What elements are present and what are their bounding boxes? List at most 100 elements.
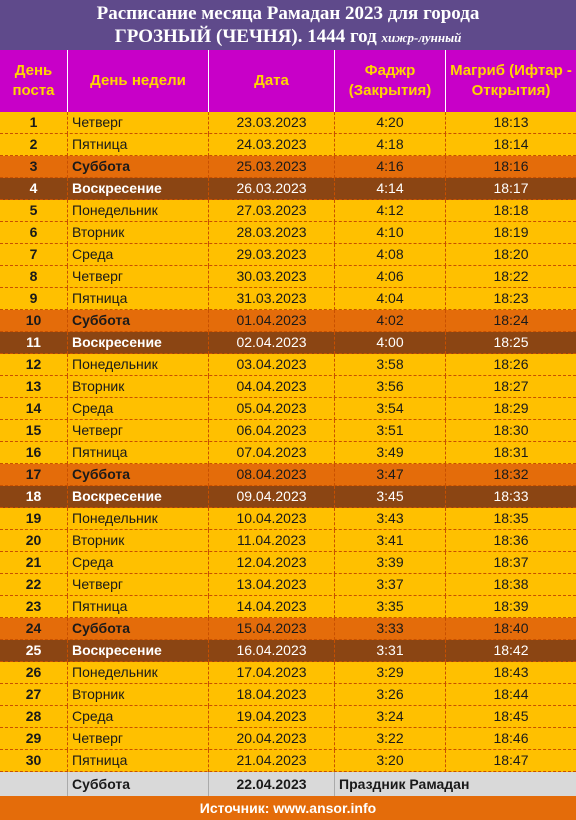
date-cell: 08.04.2023 <box>209 464 335 486</box>
table-row: 20 Вторник 11.04.2023 3:41 18:36 <box>0 530 576 552</box>
table-row: 10 Суббота 01.04.2023 4:02 18:24 <box>0 310 576 332</box>
table-row: 3 Суббота 25.03.2023 4:16 18:16 <box>0 156 576 178</box>
table-row: 1 Четверг 23.03.2023 4:20 18:13 <box>0 112 576 134</box>
weekday-cell: Четверг <box>68 728 209 750</box>
fajr-time-cell: 4:04 <box>335 288 446 310</box>
date-cell: 03.04.2023 <box>209 354 335 376</box>
table-row: 13 Вторник 04.04.2023 3:56 18:27 <box>0 376 576 398</box>
maghrib-time-cell: 18:14 <box>493 136 529 152</box>
weekday-cell: Воскресение <box>68 640 209 662</box>
weekday-cell: Четверг <box>68 112 209 134</box>
maghrib-time-cell: 18:33 <box>493 488 529 504</box>
date-cell: 15.04.2023 <box>209 618 335 640</box>
date-cell: 05.04.2023 <box>209 398 335 420</box>
table-row: 14 Среда 05.04.2023 3:54 18:29 <box>0 398 576 420</box>
header-date: Дата <box>209 50 335 112</box>
header-fajr: Фаджр (Закрытия) <box>335 50 446 112</box>
fajr-time-cell: 4:06 <box>335 266 446 288</box>
weekday-cell: Среда <box>68 552 209 574</box>
fajr-time-cell: 3:37 <box>335 574 446 596</box>
holiday-day-number <box>0 772 68 796</box>
maghrib-time-cell: 18:20 <box>493 246 529 262</box>
day-number-cell: 15 <box>0 420 68 442</box>
table-row: 4 Воскресение 26.03.2023 4:14 18:17 <box>0 178 576 200</box>
weekday-cell: Воскресение <box>68 486 209 508</box>
fajr-time-cell: 3:41 <box>335 530 446 552</box>
holiday-note: Праздник Рамадан <box>339 776 470 792</box>
holiday-date: 22.04.2023 <box>209 772 335 796</box>
weekday-cell: Суббота <box>68 156 209 178</box>
table-row: 5 Понедельник 27.03.2023 4:12 18:18 <box>0 200 576 222</box>
maghrib-time-cell: 18:25 <box>493 334 529 350</box>
weekday-cell: Суббота <box>68 310 209 332</box>
maghrib-time-cell: 18:35 <box>493 510 529 526</box>
date-cell: 29.03.2023 <box>209 244 335 266</box>
day-number-cell: 21 <box>0 552 68 574</box>
table-row: 30 Пятница 21.04.2023 3:20 18:47 <box>0 750 576 772</box>
title-line-2: ГРОЗНЫЙ (ЧЕЧНЯ). 1444 год хижр-лунный <box>0 26 576 49</box>
day-number-cell: 6 <box>0 222 68 244</box>
maghrib-time-cell: 18:43 <box>493 664 529 680</box>
day-number-cell: 2 <box>0 134 68 156</box>
fajr-time-cell: 3:51 <box>335 420 446 442</box>
date-cell: 06.04.2023 <box>209 420 335 442</box>
fajr-time-cell: 3:47 <box>335 464 446 486</box>
fajr-time-cell: 4:10 <box>335 222 446 244</box>
weekday-cell: Пятница <box>68 134 209 156</box>
day-number-cell: 22 <box>0 574 68 596</box>
day-number-cell: 7 <box>0 244 68 266</box>
table-row: 25 Воскресение 16.04.2023 3:31 18:42 <box>0 640 576 662</box>
date-cell: 19.04.2023 <box>209 706 335 728</box>
weekday-cell: Среда <box>68 398 209 420</box>
maghrib-time-cell: 18:18 <box>493 202 529 218</box>
date-cell: 16.04.2023 <box>209 640 335 662</box>
fajr-time-cell: 4:12 <box>335 200 446 222</box>
day-number-cell: 17 <box>0 464 68 486</box>
weekday-cell: Понедельник <box>68 508 209 530</box>
weekday-cell: Пятница <box>68 288 209 310</box>
date-cell: 17.04.2023 <box>209 662 335 684</box>
date-cell: 31.03.2023 <box>209 288 335 310</box>
holiday-row: Суббота 22.04.2023 Праздник Рамадан <box>0 772 576 796</box>
date-cell: 21.04.2023 <box>209 750 335 772</box>
table-row: 7 Среда 29.03.2023 4:08 18:20 <box>0 244 576 266</box>
table-row: 17 Суббота 08.04.2023 3:47 18:32 <box>0 464 576 486</box>
day-number-cell: 12 <box>0 354 68 376</box>
maghrib-time-cell: 18:23 <box>493 290 529 306</box>
date-cell: 28.03.2023 <box>209 222 335 244</box>
maghrib-time-cell: 18:37 <box>493 554 529 570</box>
day-number-cell: 9 <box>0 288 68 310</box>
date-cell: 04.04.2023 <box>209 376 335 398</box>
weekday-cell: Среда <box>68 244 209 266</box>
fajr-time-cell: 3:56 <box>335 376 446 398</box>
table-row: 24 Суббота 15.04.2023 3:33 18:40 <box>0 618 576 640</box>
date-cell: 24.03.2023 <box>209 134 335 156</box>
fajr-time-cell: 4:20 <box>335 112 446 134</box>
title-city-year: ГРОЗНЫЙ (ЧЕЧНЯ). 1444 год <box>114 26 377 47</box>
date-cell: 09.04.2023 <box>209 486 335 508</box>
date-cell: 11.04.2023 <box>209 530 335 552</box>
fajr-time-cell: 4:14 <box>335 178 446 200</box>
fajr-time-cell: 3:58 <box>335 354 446 376</box>
maghrib-time-cell: 18:17 <box>493 180 529 196</box>
fajr-time-cell: 3:35 <box>335 596 446 618</box>
day-number-cell: 25 <box>0 640 68 662</box>
date-cell: 10.04.2023 <box>209 508 335 530</box>
maghrib-time-cell: 18:27 <box>493 378 529 394</box>
header-day-number: День поста <box>0 50 68 112</box>
date-cell: 18.04.2023 <box>209 684 335 706</box>
date-cell: 26.03.2023 <box>209 178 335 200</box>
date-cell: 23.03.2023 <box>209 112 335 134</box>
weekday-cell: Вторник <box>68 376 209 398</box>
maghrib-time-cell: 18:29 <box>493 400 529 416</box>
day-number-cell: 23 <box>0 596 68 618</box>
fajr-time-cell: 3:54 <box>335 398 446 420</box>
maghrib-time-cell: 18:36 <box>493 532 529 548</box>
source-footer: Источник: www.ansor.info <box>0 796 576 820</box>
date-cell: 13.04.2023 <box>209 574 335 596</box>
fajr-time-cell: 4:16 <box>335 156 446 178</box>
day-number-cell: 8 <box>0 266 68 288</box>
day-number-cell: 3 <box>0 156 68 178</box>
table-header: День поста День недели Дата Фаджр (Закры… <box>0 50 576 112</box>
